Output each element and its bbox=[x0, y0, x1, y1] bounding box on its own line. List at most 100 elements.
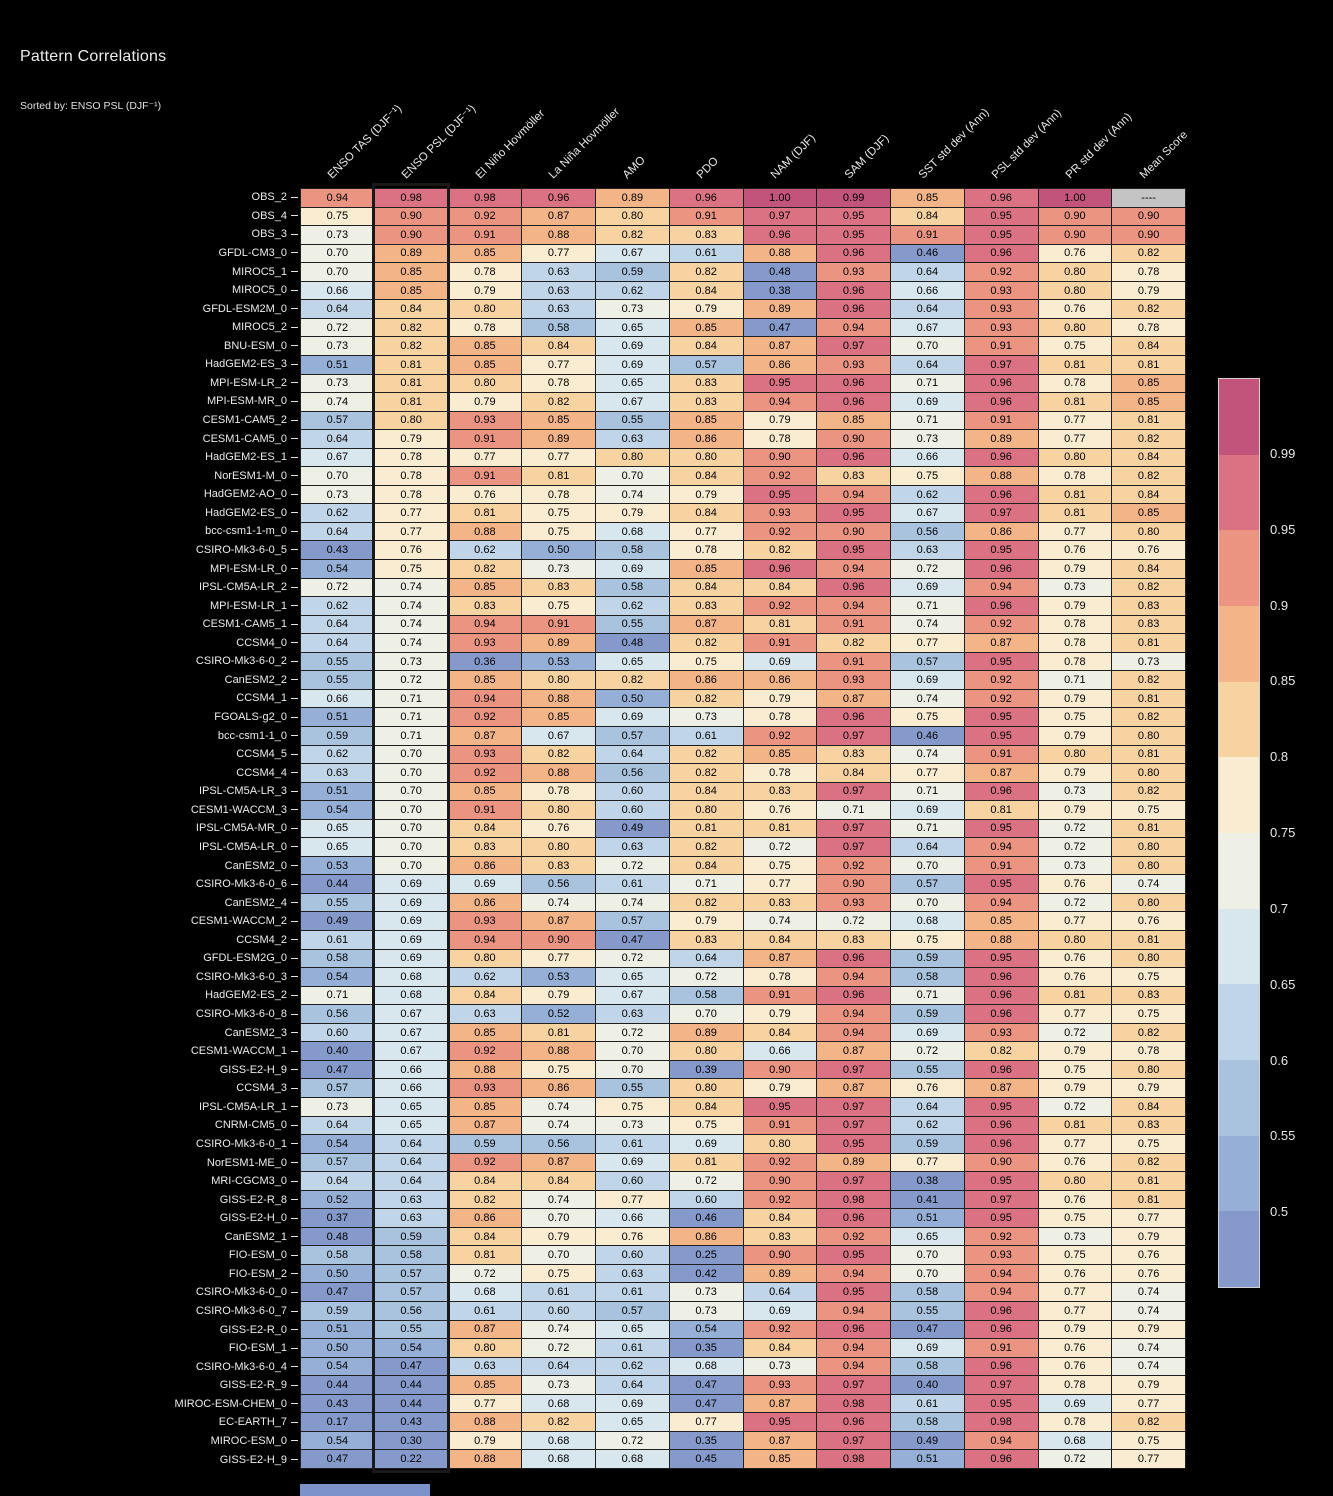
row-tick bbox=[291, 679, 298, 681]
heatmap-cell: 0.62 bbox=[448, 541, 522, 559]
row-tick bbox=[291, 233, 298, 235]
heatmap-cell: 0.80 bbox=[448, 1339, 522, 1357]
heatmap-cell: 0.79 bbox=[522, 986, 595, 1005]
heatmap-cell: 0.86 bbox=[522, 1079, 595, 1097]
heatmap-cell: 0.81 bbox=[374, 393, 448, 411]
heatmap-cell: 0.84 bbox=[522, 1172, 595, 1190]
heatmap-cell: 0.87 bbox=[817, 1042, 890, 1060]
heatmap-cell: 0.43 bbox=[374, 1413, 448, 1431]
heatmap-cell: 0.82 bbox=[596, 671, 669, 689]
column-label: PSL std dev (Ann) bbox=[990, 107, 1065, 182]
heatmap-cell: 0.96 bbox=[964, 1060, 1038, 1079]
heatmap-cell: 0.76 bbox=[1038, 1339, 1112, 1357]
heatmap-cell: 0.63 bbox=[374, 1209, 448, 1227]
heatmap-cell: 0.60 bbox=[596, 1172, 669, 1190]
heatmap-cell: 0.54 bbox=[301, 1135, 374, 1153]
heatmap-cell: 0.71 bbox=[891, 986, 964, 1005]
heatmap-cell: 0.96 bbox=[817, 393, 890, 411]
heatmap-cell: 0.64 bbox=[301, 1172, 374, 1190]
heatmap-cell: 0.94 bbox=[817, 597, 890, 615]
heatmap-cell: 0.90 bbox=[817, 875, 890, 893]
heatmap-cell: 0.82 bbox=[1112, 244, 1185, 263]
heatmap-cell: 0.92 bbox=[743, 597, 817, 615]
heatmap-cell: 0.82 bbox=[1112, 467, 1185, 485]
heatmap-cell: 0.47 bbox=[374, 1357, 448, 1376]
row-label: GISS-E2-R_0 bbox=[0, 1320, 299, 1339]
row-label: OBS_3 bbox=[0, 225, 299, 244]
heatmap-cell: 0.51 bbox=[301, 708, 374, 726]
row-tick bbox=[291, 196, 298, 198]
heatmap-cell: 0.92 bbox=[448, 764, 522, 782]
heatmap-cell: 0.85 bbox=[1112, 504, 1185, 522]
heatmap-cell: 0.44 bbox=[301, 1376, 374, 1394]
heatmap-cell: 0.68 bbox=[669, 1357, 743, 1376]
heatmap-cell: 0.93 bbox=[448, 411, 522, 430]
row-tick bbox=[291, 1217, 298, 1219]
heatmap-cell: 0.89 bbox=[669, 1023, 743, 1042]
heatmap-cell: 0.85 bbox=[743, 1450, 817, 1468]
heatmap-cell: 0.91 bbox=[448, 801, 522, 819]
heatmap-cell: 0.88 bbox=[448, 1413, 522, 1431]
heatmap-cell: 0.54 bbox=[301, 1431, 374, 1450]
row-tick bbox=[291, 1143, 298, 1145]
heatmap-cell: 0.70 bbox=[374, 745, 448, 764]
heatmap-cell: 0.82 bbox=[1112, 1023, 1185, 1042]
heatmap-cell: 0.79 bbox=[1038, 1320, 1112, 1339]
heatmap-cell: 0.84 bbox=[448, 1227, 522, 1246]
heatmap-cell: 0.84 bbox=[891, 207, 964, 226]
row-label: CSIRO-Mk3-6-0_4 bbox=[0, 1357, 299, 1376]
heatmap-cell: 0.83 bbox=[522, 578, 595, 597]
heatmap-cell: 0.66 bbox=[891, 281, 964, 300]
heatmap-cell: 0.77 bbox=[743, 875, 817, 893]
heatmap-cell: 0.81 bbox=[1038, 986, 1112, 1005]
heatmap-cell: 0.87 bbox=[448, 1320, 522, 1339]
heatmap-cell: 0.83 bbox=[1112, 615, 1185, 634]
heatmap-cell: 0.94 bbox=[817, 1339, 890, 1357]
heatmap-cell: 0.92 bbox=[964, 689, 1038, 708]
row-label: NorESM1-ME_0 bbox=[0, 1153, 299, 1172]
heatmap-cell: 0.75 bbox=[596, 1097, 669, 1116]
heatmap-cell: 0.81 bbox=[1112, 634, 1185, 652]
heatmap-cell: 0.98 bbox=[374, 189, 448, 207]
heatmap-cell: 0.97 bbox=[817, 1097, 890, 1116]
heatmap-cell: 0.77 bbox=[1038, 522, 1112, 541]
heatmap-cell: 0.70 bbox=[669, 1005, 743, 1023]
row-label: CanESM2_2 bbox=[0, 671, 299, 690]
heatmap-cell: 0.74 bbox=[1112, 1302, 1185, 1320]
row-tick bbox=[291, 1291, 298, 1293]
heatmap-cell: 0.60 bbox=[669, 1190, 743, 1209]
row-tick bbox=[291, 215, 298, 217]
heatmap-cell: 0.56 bbox=[522, 1135, 595, 1153]
colorbar-tick-label: 0.95 bbox=[1270, 521, 1296, 537]
heatmap-cell: 0.47 bbox=[669, 1394, 743, 1413]
heatmap-cell: 0.96 bbox=[817, 578, 890, 597]
heatmap-cell: 0.77 bbox=[891, 634, 964, 652]
heatmap-cell: 0.77 bbox=[1038, 411, 1112, 430]
heatmap-cell: 0.69 bbox=[596, 337, 669, 355]
heatmap-cell: 0.51 bbox=[301, 1320, 374, 1339]
heatmap-cell: 0.97 bbox=[817, 782, 890, 801]
heatmap-cell: 0.65 bbox=[596, 374, 669, 393]
heatmap-cell: 0.50 bbox=[301, 1264, 374, 1283]
row-tick bbox=[291, 957, 298, 959]
heatmap-cell: 0.59 bbox=[374, 1227, 448, 1246]
heatmap-cell: 0.69 bbox=[374, 931, 448, 949]
heatmap-cell: 0.96 bbox=[964, 189, 1038, 207]
heatmap-cell: 0.50 bbox=[522, 541, 595, 559]
heatmap-cell: 0.76 bbox=[1038, 1190, 1112, 1209]
heatmap-cell: 0.81 bbox=[448, 504, 522, 522]
heatmap-cell: 0.78 bbox=[1112, 263, 1185, 281]
heatmap-cell: 0.97 bbox=[817, 838, 890, 856]
heatmap-cell: 0.94 bbox=[817, 1357, 890, 1376]
heatmap-cell: 0.63 bbox=[448, 1005, 522, 1023]
heatmap-cell: 0.69 bbox=[374, 893, 448, 912]
heatmap-cell: 0.79 bbox=[1038, 560, 1112, 578]
heatmap-cell: 0.72 bbox=[301, 578, 374, 597]
row-tick bbox=[291, 1013, 298, 1015]
heatmap-cell: 0.92 bbox=[817, 856, 890, 875]
heatmap-cell: 0.75 bbox=[1112, 968, 1185, 986]
heatmap-cell: 0.80 bbox=[1112, 838, 1185, 856]
heatmap-cell: 0.85 bbox=[1112, 393, 1185, 411]
heatmap-cell: 0.95 bbox=[964, 652, 1038, 671]
row-label: BNU-ESM_0 bbox=[0, 337, 299, 356]
